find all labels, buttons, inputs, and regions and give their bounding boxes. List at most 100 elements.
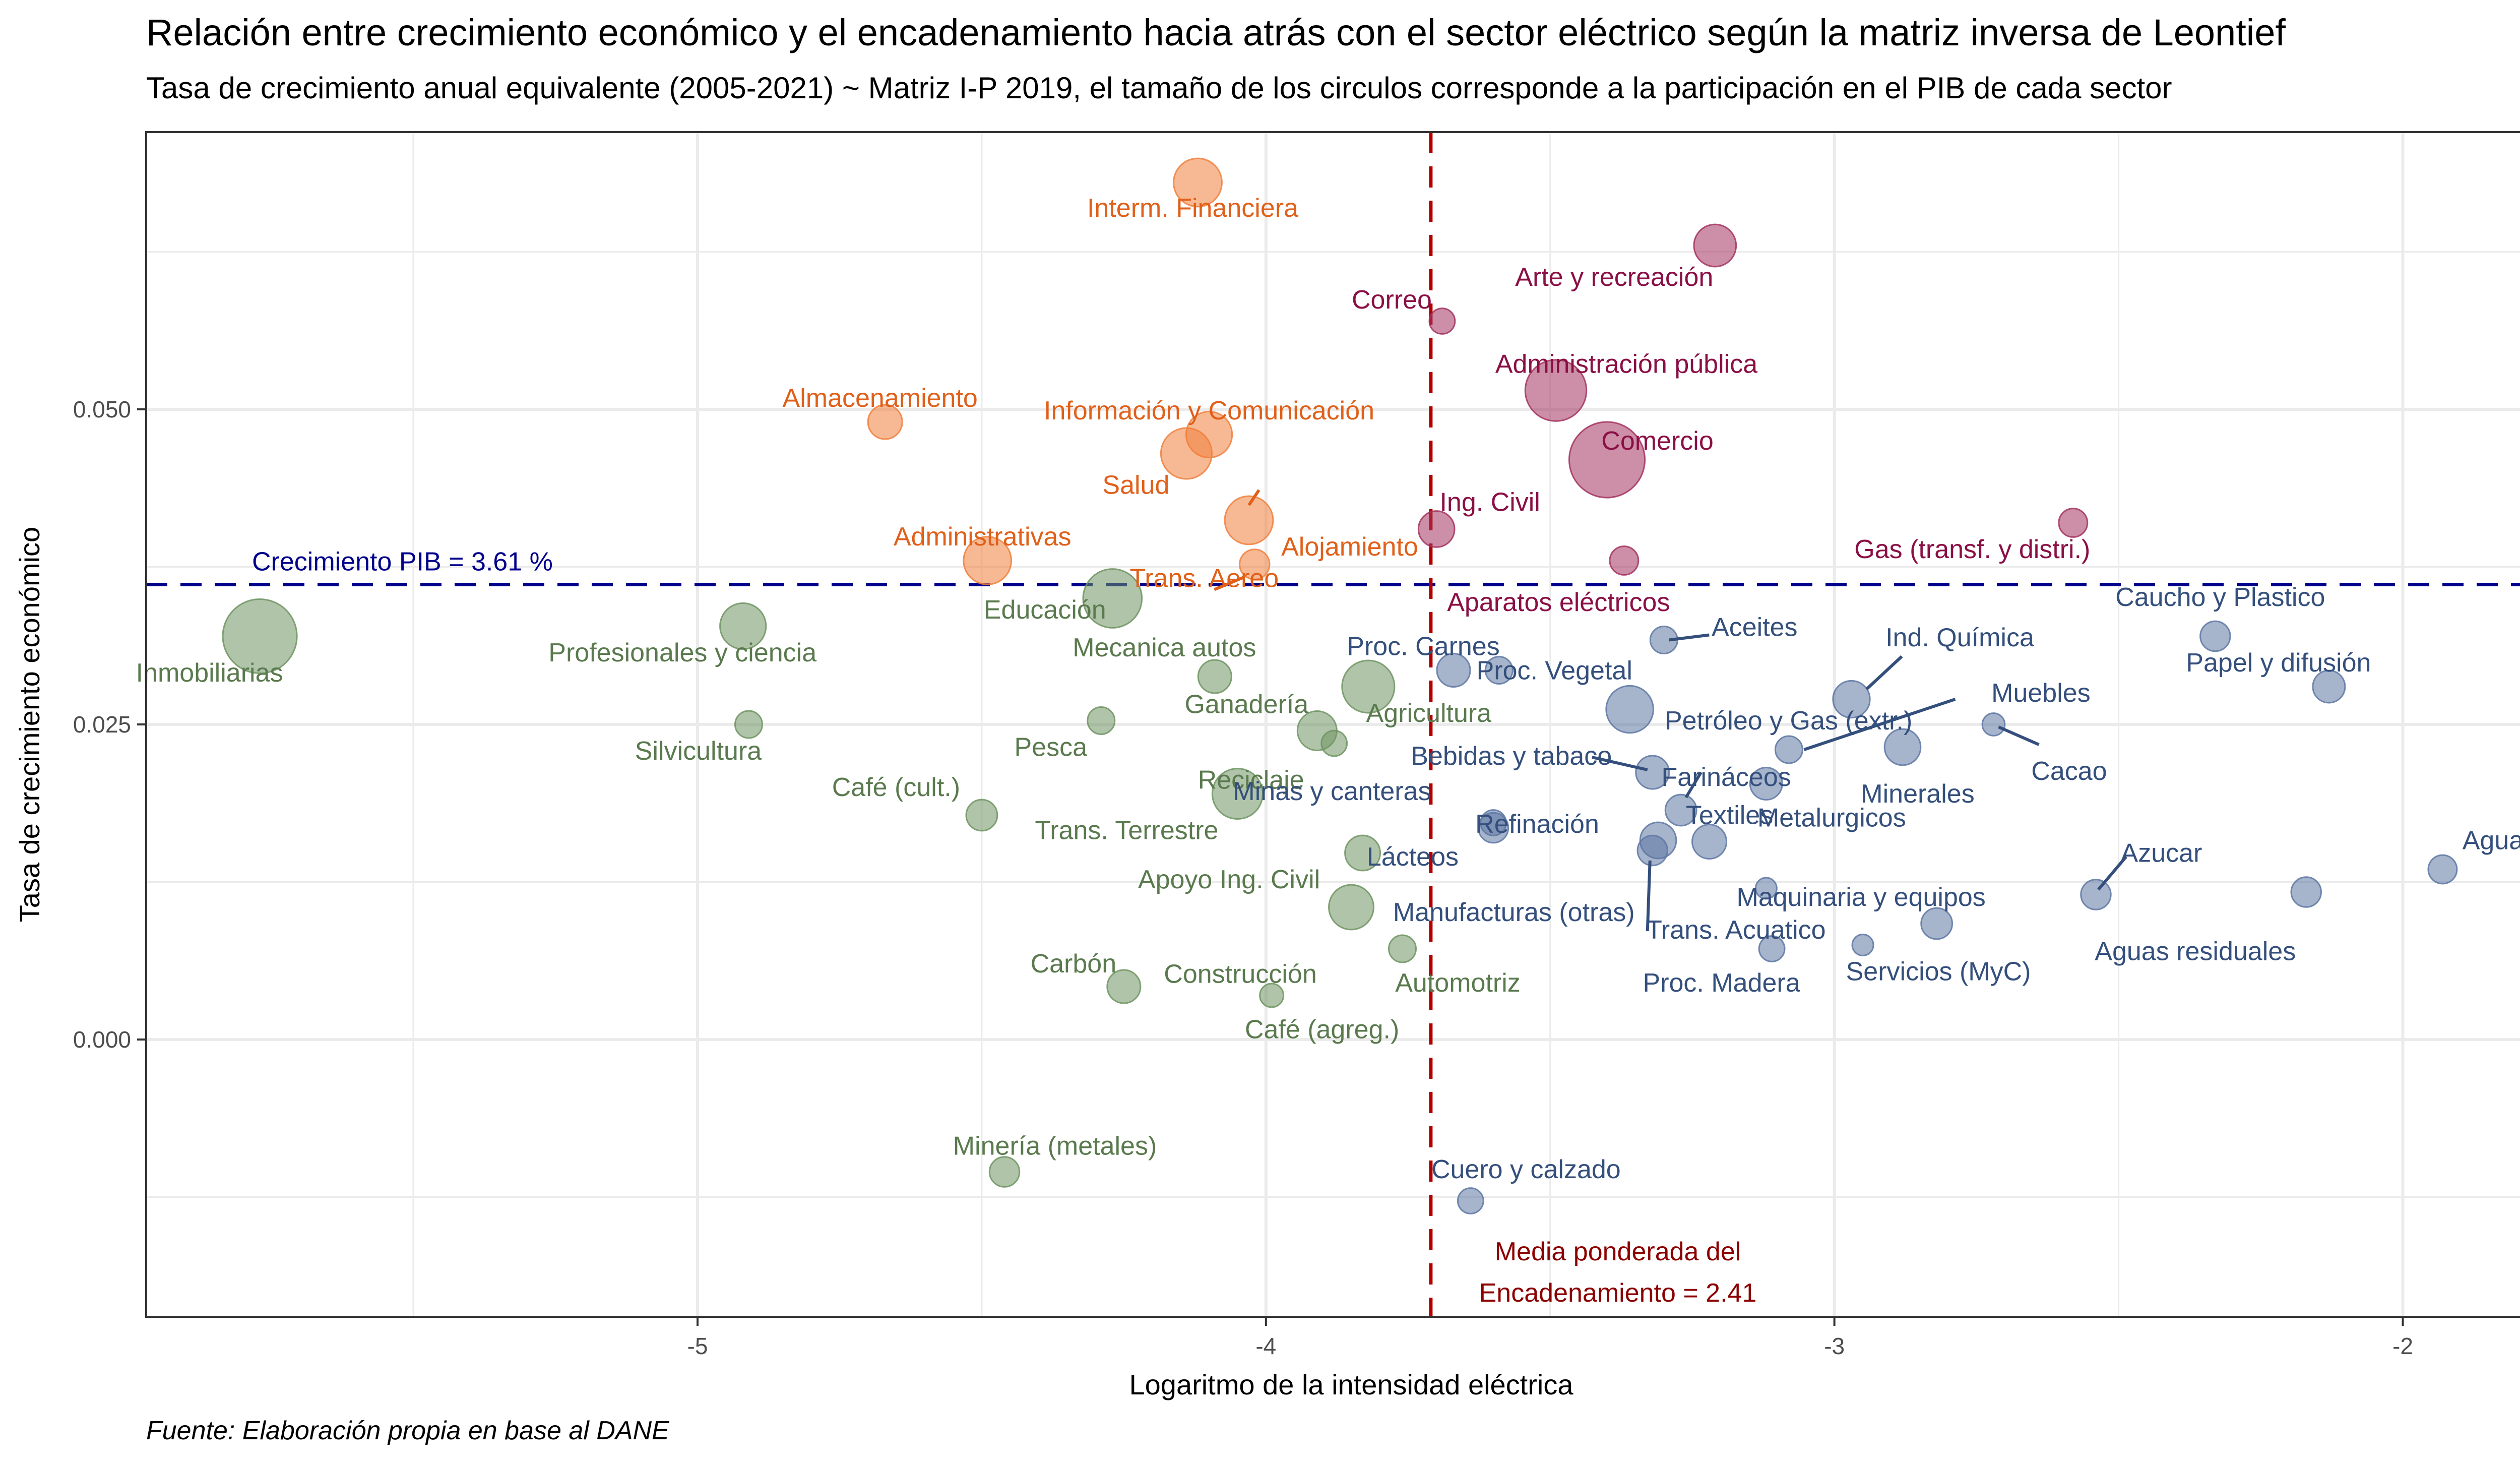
leader-line: [1668, 633, 1710, 642]
point-agua: [2427, 854, 2458, 885]
leader-line: [1214, 575, 1245, 591]
leader-line: [1592, 756, 1648, 771]
point-labels: Interm. Financiera Almacenamiento Informac…: [136, 194, 2520, 1184]
point-servicios-myc-: [1851, 933, 1874, 957]
point-label: Café (agreg.): [1245, 1015, 1399, 1045]
leader-lines: [1214, 489, 2127, 932]
point-trans-acuatico: [1754, 877, 1778, 900]
point-proc-carnes: [1436, 652, 1471, 688]
leader-line: [1998, 725, 2040, 746]
leader-line: [1684, 771, 1703, 799]
point-minas-y-canteras: [1480, 809, 1507, 836]
point-cacao: [1981, 712, 2006, 737]
point-farin-ceos: [1664, 793, 1697, 827]
point-correo: [1428, 308, 1456, 335]
point-ing-civil: [1417, 510, 1456, 548]
leader-line: [1646, 860, 1652, 932]
chart-title: Relación entre crecimiento económico y e…: [146, 12, 2286, 53]
point-trans-terrestre: [1211, 767, 1264, 820]
point-label: Administración pública: [1495, 350, 1757, 379]
axes-layer: -5 -4 -3 -2 0.000 0.025 0.050 Logaritmo de la i…: [14, 131, 2520, 1400]
point-label: Educación: [984, 595, 1106, 625]
point-label: Proc. Madera: [1643, 968, 1800, 998]
point-caf-cult-: [965, 799, 998, 832]
point-label: Petróleo y Gas (extr.): [1665, 706, 1912, 736]
point-automotriz: [1388, 934, 1417, 963]
point-label: Comercio: [1601, 426, 1714, 456]
point-label: Bebidas y tabaco: [1411, 742, 1612, 771]
weighted-mean-label-line2: Encadenamiento = 2.41: [1479, 1278, 1757, 1308]
leader-line: [1803, 698, 1956, 751]
point-carb-n: [1106, 969, 1142, 1004]
point-label: Refinación: [1475, 810, 1599, 839]
point-reciclaje: [1320, 729, 1348, 757]
point-label: Carbón: [1031, 949, 1117, 979]
point-muebles: [1774, 735, 1803, 764]
point-educaci-n: [1082, 568, 1143, 629]
point-label: Farináceos: [1662, 763, 1791, 792]
point-proc-vegetal: [1484, 655, 1514, 685]
point-label: Ganadería: [1184, 690, 1308, 719]
point-label: Alojamiento: [1281, 532, 1418, 562]
x-tick-label: -4: [1255, 1333, 1276, 1359]
y-tick-label: 0.000: [73, 1026, 131, 1053]
point-mecanica-autos: [1197, 659, 1232, 694]
point-label: Agricultura: [1366, 699, 1492, 728]
point-cuero-y-calzado: [1457, 1187, 1484, 1214]
point-gas-transf-y-distri-: [2058, 508, 2089, 538]
x-tick-label: -3: [1824, 1333, 1845, 1359]
point-label: Lácteos: [1367, 842, 1459, 872]
point-administrativas: [963, 536, 1013, 585]
point-label: Automotriz: [1395, 968, 1521, 998]
point-label: Administrativas: [894, 522, 1072, 552]
point-label: Trans. Aereo: [1129, 564, 1279, 593]
point-ind-qu-mica: [1832, 680, 1871, 719]
x-axis-title: Logaritmo de la intensidad eléctrica: [1129, 1369, 1574, 1400]
point-label: Azucar: [2121, 839, 2202, 868]
point-interm-financiera: [1173, 157, 1223, 208]
point-label: Ing. Civil: [1439, 488, 1540, 517]
point-label: Aguas residuales: [2095, 937, 2296, 966]
point-label: Almacenamiento: [783, 384, 978, 413]
point-silvicultura: [734, 710, 764, 739]
point-construcci-n: [1328, 884, 1374, 931]
point-label: Correo: [1352, 285, 1432, 315]
point-caf-agreg-: [1259, 983, 1285, 1008]
point-alojamiento: [1224, 495, 1274, 545]
point-agricultura: [1341, 659, 1396, 714]
point-label: Mecanica autos: [1073, 633, 1256, 662]
point-label: Servicios (MyC): [1846, 957, 2031, 987]
point-miner-a-metales-: [988, 1156, 1021, 1188]
chart-caption: Fuente: Elaboración propia en base al DA…: [146, 1416, 669, 1445]
leader-line: [2097, 856, 2127, 891]
point-bebidas-y-tabaco: [1635, 755, 1670, 790]
point-aparatos-el-ctricos: [1609, 545, 1640, 576]
point-label: Minas y canteras: [1233, 777, 1431, 806]
reference-lines: Crecimiento PIB = 3.61 % Media ponderada …: [146, 132, 2520, 1317]
point-manufacturas-otras-: [1636, 834, 1668, 867]
y-axis-title: Tasa de crecimiento económico: [14, 527, 45, 922]
x-tick-label: -5: [687, 1333, 708, 1359]
point-apoyo-ing-civil: [1344, 834, 1381, 872]
point-azucar: [2080, 879, 2112, 910]
point-label: Apoyo Ing. Civil: [1138, 865, 1320, 894]
point-almacenamiento: [867, 404, 903, 440]
point-label: Textiles: [1686, 801, 1773, 830]
points-layer: [222, 157, 2458, 1214]
point-papel-y-difusi-n: [2312, 669, 2346, 704]
point-label: Trans. Terrestre: [1035, 816, 1218, 845]
point-metalurgicos: [1749, 767, 1783, 801]
y-tick-label: 0.025: [73, 711, 131, 738]
point-label: Cacao: [2031, 757, 2107, 786]
x-tick-label: -2: [2392, 1333, 2413, 1359]
point-label: Minería (metales): [953, 1132, 1157, 1161]
point-label: Salud: [1102, 471, 1169, 500]
point-label: Proc. Carnes: [1347, 632, 1499, 661]
leader-line: [1247, 489, 1261, 506]
point-informaci-n-y-comunicaci-n: [1185, 410, 1233, 459]
point-maquinaria-y-equipos: [1920, 907, 1954, 940]
point-pesca: [1087, 706, 1116, 736]
point-aguas-residuales: [2290, 876, 2322, 908]
point-label: Gas (transf. y distri.): [1854, 535, 2090, 564]
